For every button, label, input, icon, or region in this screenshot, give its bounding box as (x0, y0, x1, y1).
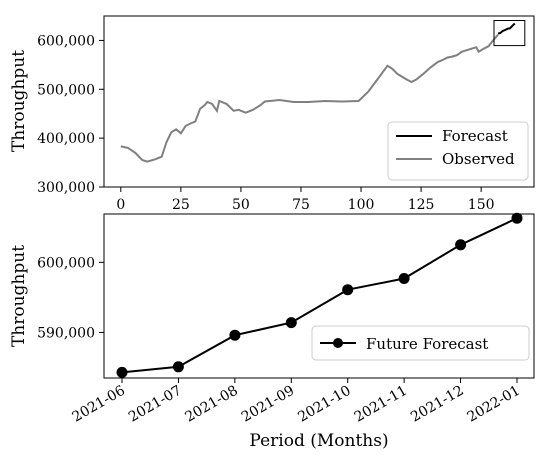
top-y-axis-title: Throughput (9, 50, 29, 152)
top-y-tick-label: 600,000 (37, 33, 95, 49)
future-forecast-line (121, 217, 518, 374)
legend-observed-label: Observed (442, 150, 515, 168)
forecast-zoom-box (493, 20, 526, 47)
bottom-x-tick-label: 2021-11 (352, 383, 410, 426)
bottom-y-axis-title: Throughput (9, 245, 29, 347)
future-forecast-point (342, 284, 354, 296)
future-forecast-point (116, 366, 128, 378)
top-legend: Forecast Observed (387, 121, 529, 181)
top-y-tick-label: 400,000 (37, 131, 95, 147)
legend-forecast-label: Forecast (442, 127, 508, 145)
top-x-ticks: 0 25 50 75 100 125 150 (116, 187, 495, 213)
top-y-ticks: 300,000 400,000 500,000 600,000 (37, 33, 104, 196)
future-forecast-point (398, 273, 410, 284)
top-x-tick-label: 125 (408, 197, 435, 213)
top-x-tick-label: 0 (116, 197, 125, 213)
bottom-x-axis-title: Period (Months) (249, 431, 388, 451)
top-series-observed (120, 33, 499, 163)
bottom-x-tick-label: 2021-12 (408, 383, 466, 426)
bottom-x-tick-label: 2021-08 (182, 383, 240, 426)
bottom-x-tick-label: 2021-06 (70, 383, 128, 426)
bottom-x-ticks: 2021-062021-072021-082021-092021-102021-… (70, 378, 523, 426)
top-y-tick-label: 300,000 (37, 180, 95, 196)
future-forecast-point (455, 239, 467, 251)
forecast-line (497, 22, 516, 35)
future-forecast-point (511, 212, 523, 224)
bottom-y-tick-label: 600,000 (37, 255, 95, 271)
top-series-forecast (497, 22, 516, 35)
future-forecast-point (229, 329, 241, 341)
bottom-x-tick-label: 2021-10 (295, 383, 353, 426)
bottom-y-tick-label: 590,000 (37, 325, 95, 341)
bottom-y-ticks: 590,000 600,000 (37, 255, 104, 341)
top-y-tick-label: 500,000 (37, 82, 95, 98)
bottom-x-tick-label: 2021-07 (126, 383, 184, 426)
legend-future-forecast-label: Future Forecast (366, 335, 488, 353)
bottom-legend: Future Forecast (311, 325, 530, 361)
bottom-legend-frame (311, 325, 530, 361)
top-x-tick-label: 50 (232, 197, 250, 213)
top-x-tick-label: 25 (172, 197, 190, 213)
future-forecast-point (172, 361, 184, 373)
top-x-tick-label: 150 (468, 197, 495, 213)
bottom-series-future-forecast (116, 212, 523, 378)
legend-future-forecast-marker (333, 338, 343, 348)
bottom-x-tick-label: 2021-09 (239, 383, 297, 426)
top-x-tick-label: 100 (348, 197, 375, 213)
future-forecast-point (285, 317, 297, 329)
bottom-x-tick-label: 2022-01 (465, 383, 523, 426)
top-chart: 0 25 50 75 100 125 150 300,000 400,000 500,000 60… (9, 15, 535, 213)
top-x-tick-label: 75 (292, 197, 310, 213)
observed-line (120, 33, 499, 163)
future-forecast-points (116, 212, 523, 378)
